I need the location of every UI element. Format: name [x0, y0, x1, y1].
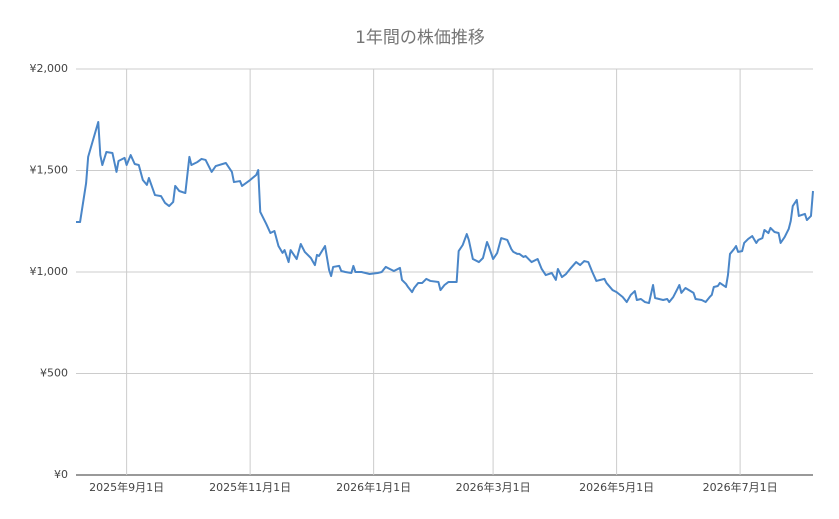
line	[76, 120, 814, 305]
y-tick-label: ¥1,000	[30, 265, 69, 278]
y-tick-label: ¥500	[40, 367, 68, 380]
y-tick-label: ¥2,000	[30, 62, 69, 75]
x-tick-label: 2025年11月1日	[209, 480, 291, 494]
y-tick-label: ¥1,500	[30, 164, 69, 177]
y-tick-label: ¥0	[54, 468, 68, 481]
x-tick-label: 2026年5月1日	[579, 480, 654, 494]
x-tick-label: 2025年9月1日	[89, 480, 164, 494]
chart-title: 1年間の株価推移	[355, 28, 485, 48]
x-tick-label: 2026年7月1日	[703, 480, 778, 494]
x-tick-label: 2026年1月1日	[336, 480, 411, 494]
x-tick-label: 2026年3月1日	[456, 480, 531, 494]
